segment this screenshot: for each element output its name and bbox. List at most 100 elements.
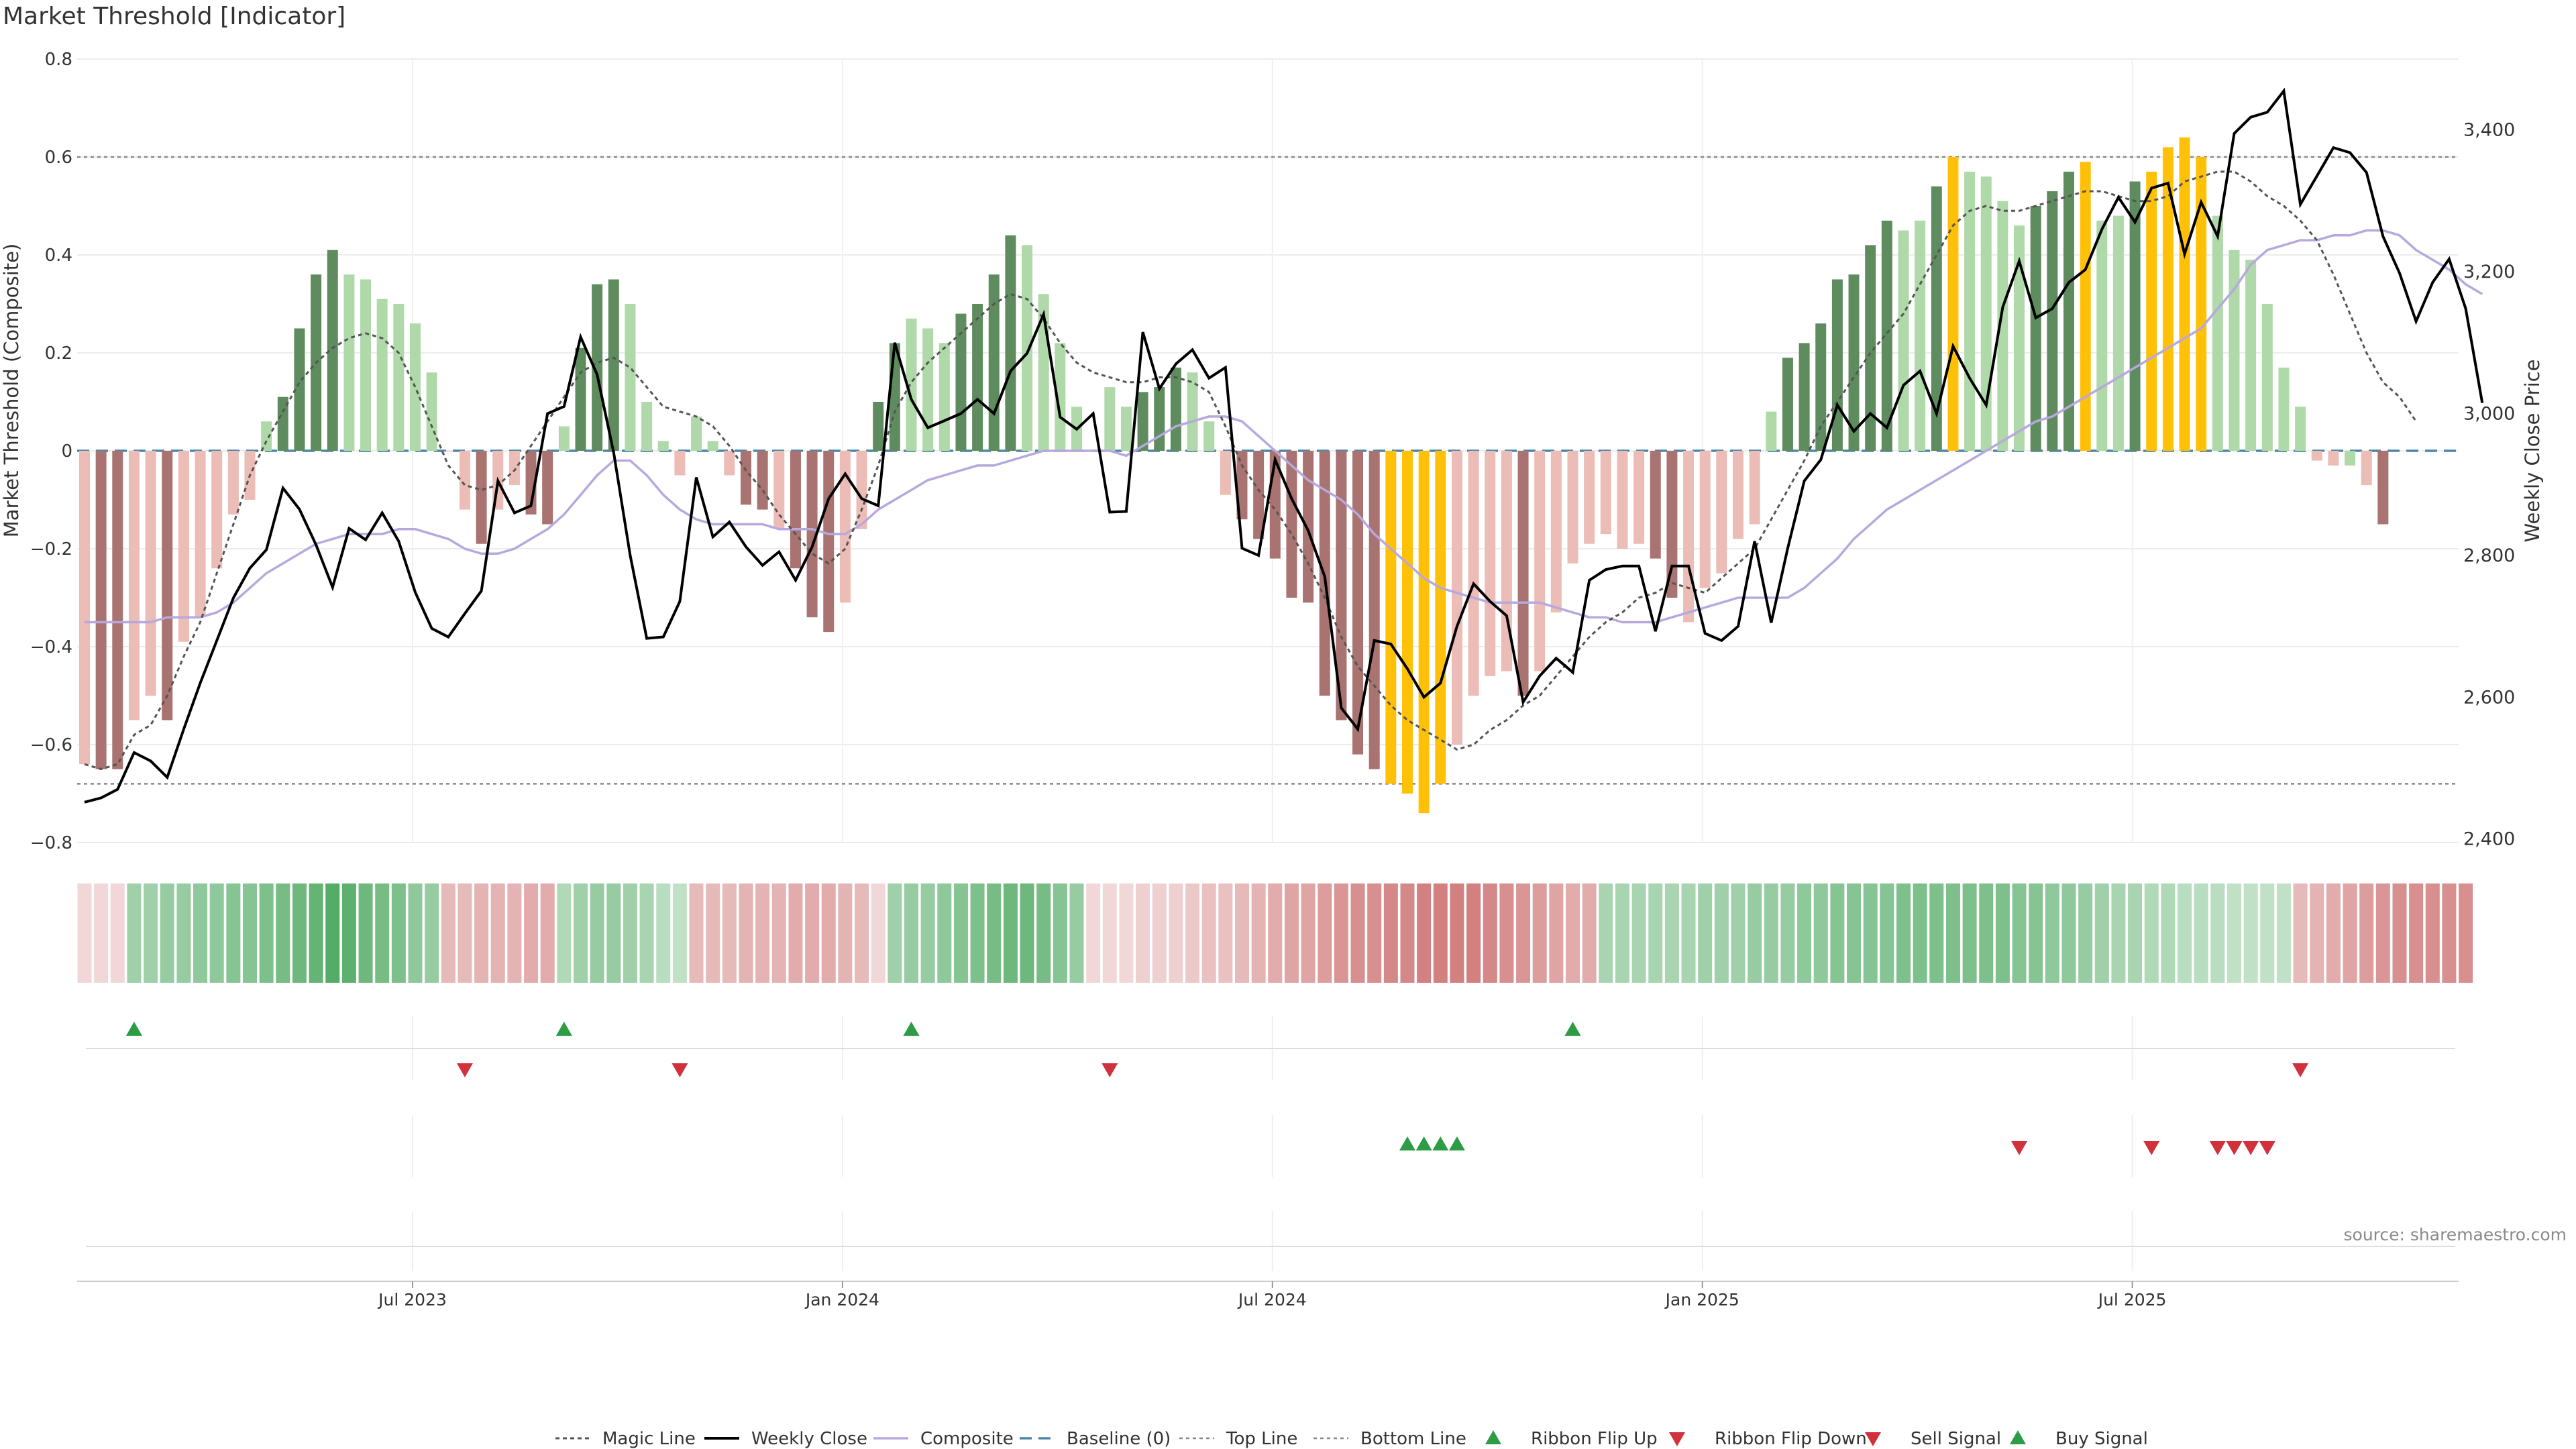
composite-bar [1997, 201, 2008, 451]
ribbon-cell [1020, 883, 1034, 983]
ribbon-cell [226, 883, 241, 983]
composite-bar [410, 323, 421, 451]
ribbon-cell [639, 883, 654, 983]
x-tick-label: Jul 2023 [377, 1290, 447, 1309]
ribbon-cell [1582, 883, 1597, 983]
ribbon-strip [77, 883, 2473, 983]
ribbon-cell [2227, 883, 2241, 983]
y2-tick-label: 2,800 [2463, 545, 2515, 566]
ribbon-cell [821, 883, 836, 983]
ribbon-cell [871, 883, 885, 983]
ribbon-cell [1053, 883, 1067, 983]
ribbon-cell [2243, 883, 2258, 983]
ribbon-cell [888, 883, 902, 983]
ribbon-cell [391, 883, 406, 983]
composite-bar [2014, 225, 2025, 451]
ribbon-cell [706, 883, 720, 983]
ribbon-cell [1532, 883, 1547, 983]
composite-bar [1716, 451, 1727, 574]
ribbon-cell [1698, 883, 1713, 983]
ribbon-cell [2210, 883, 2225, 983]
ribbon-cell [1945, 883, 1960, 983]
composite-bar [476, 451, 487, 544]
y-tick-label: 0.6 [45, 148, 72, 168]
ribbon-cell [325, 883, 340, 983]
composite-bar [1485, 451, 1496, 676]
sell-signal-marker [2226, 1141, 2243, 1155]
composite-bar [277, 396, 288, 451]
composite-bar [1154, 387, 1165, 451]
composite-bar [1931, 186, 1942, 451]
composite-bar [1435, 451, 1446, 784]
ribbon-cell [1218, 883, 1233, 983]
ribbon-cell [1631, 883, 1646, 983]
composite-bar [955, 313, 967, 451]
composite-bar [2229, 250, 2240, 451]
composite-bar [856, 451, 867, 529]
ribbon-cell [1847, 883, 1862, 983]
composite-bar [1170, 367, 1181, 451]
ribbon-cell [2111, 883, 2126, 983]
ribbon-cell [1119, 883, 1134, 983]
composite-bar [426, 372, 437, 451]
composite-bar [542, 451, 553, 525]
composite-bar [1584, 451, 1595, 544]
composite-bar [1550, 451, 1562, 612]
y2-tick-label: 2,400 [2463, 829, 2515, 850]
ribbon-cell [2078, 883, 2093, 983]
ribbon-cell [358, 883, 373, 983]
composite-bar [1418, 451, 1430, 814]
ribbon-cell [375, 883, 390, 983]
ribbon-cell [490, 883, 505, 983]
composite-bar [641, 402, 653, 451]
ribbon-cell [1979, 883, 1994, 983]
ribbon-cell [1003, 883, 1018, 983]
composite-bar [1187, 372, 1198, 451]
composite-bar [823, 451, 835, 633]
composite-bar [2112, 215, 2124, 451]
composite-bar [162, 451, 173, 720]
composite-bar [1368, 451, 1380, 769]
composite-bar [972, 304, 983, 451]
reference-lines [77, 156, 2459, 785]
composite-bar [757, 451, 768, 510]
legend-label: Sell Signal [1911, 1429, 2001, 1449]
ribbon-cell [1913, 883, 1927, 983]
composite-bar [839, 451, 851, 603]
composite-bar [1451, 451, 1462, 745]
legend-label: Bottom Line [1360, 1429, 1466, 1449]
composite-bar [1137, 392, 1148, 451]
ribbon-cell [2442, 883, 2457, 983]
magic-line [84, 170, 2417, 771]
ribbon-cell [1466, 883, 1481, 983]
ribbon-cell [507, 883, 522, 983]
composite-bar [294, 328, 305, 451]
ribbon-cell [1417, 883, 1432, 983]
composite-bar [1865, 245, 1876, 451]
composite-bar [922, 328, 934, 451]
legend-label: Ribbon Flip Up [1531, 1429, 1658, 1449]
ribbon-cell [987, 883, 1002, 983]
ribbon-cell [1400, 883, 1415, 983]
ribbon-flip-up-marker [555, 1022, 572, 1036]
ribbon-cell [2375, 883, 2390, 983]
ribbon-cell [524, 883, 539, 983]
ribbon-cell [771, 883, 786, 983]
composite-bar [558, 426, 570, 451]
composite-bar [1749, 451, 1760, 525]
y-tick-label: −0.2 [30, 539, 72, 559]
composite-bar [1253, 451, 1265, 539]
y-tick-label: 0 [61, 441, 72, 462]
ribbon-cell [1433, 883, 1448, 983]
ribbon-cell [127, 883, 142, 983]
sell-signal-marker [2243, 1141, 2259, 1155]
composite-bar [1005, 235, 1016, 451]
ribbon-cell [1334, 883, 1348, 983]
ribbon-cell [2293, 883, 2308, 983]
ribbon-cell [1962, 883, 1977, 983]
composite-bar [1600, 451, 1611, 535]
composite-bar [2245, 260, 2257, 451]
legend-label: Composite [920, 1429, 1014, 1449]
ribbon-cell [2194, 883, 2208, 983]
composite-bar [508, 451, 520, 486]
